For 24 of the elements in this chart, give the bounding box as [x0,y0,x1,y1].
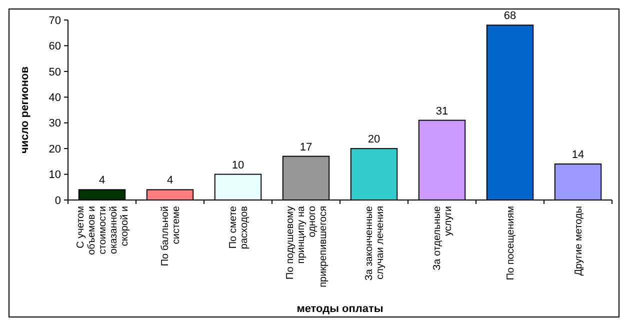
y-tick-label: 20 [48,143,61,156]
x-tick-label: За отдельные услуги [432,206,454,270]
x-tick-label: По посещениям [506,206,516,280]
y-tick-label: 60 [48,40,61,53]
data-label: 14 [572,149,584,161]
data-label: 31 [436,105,448,118]
y-axis-title: число регионов [19,66,31,154]
x-tick-label: С учетом объемов и стоимости оказанной скорой и [76,206,130,255]
x-axis-title: методы оплаты [296,303,384,315]
y-tick-label: 0 [54,194,61,207]
y-tick-label: 30 [48,118,61,130]
y-tick-label: 70 [48,14,61,27]
data-label: 4 [98,174,106,187]
data-label: 4 [166,174,174,187]
x-tick-label: По балльной системе [160,206,182,266]
data-label: 20 [368,134,380,146]
y-tick-label: 40 [48,92,61,104]
x-tick-label: Другие методы [574,206,584,276]
data-label: 68 [504,10,516,22]
y-tick-label: 50 [48,66,61,78]
data-label: 10 [232,159,244,172]
y-tick-label: 10 [48,169,61,182]
data-label: 17 [300,141,312,154]
x-tick-label: По смете расходов [228,206,250,250]
